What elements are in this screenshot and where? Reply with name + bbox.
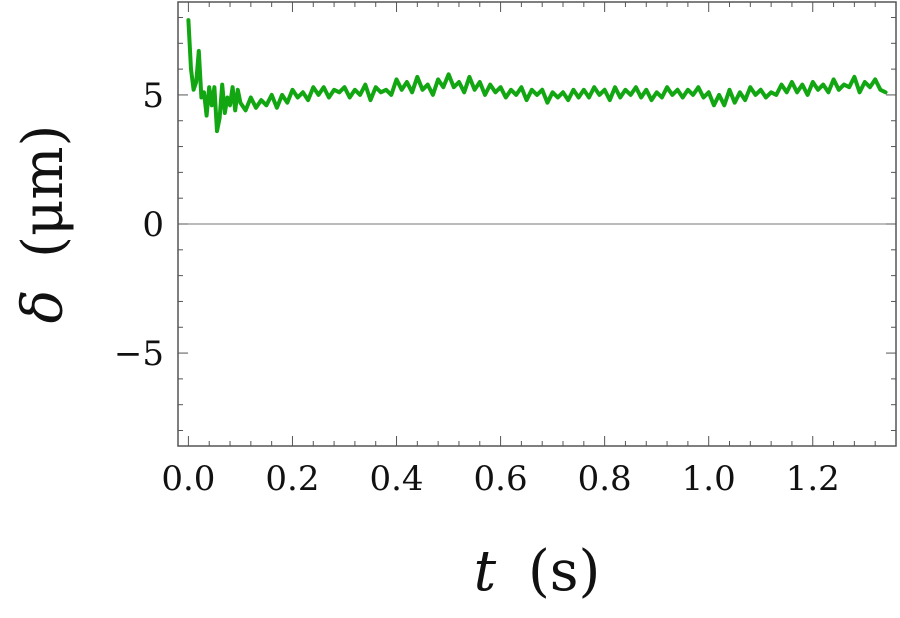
axis-tick-labels: 0.0 0.2 0.4 0.6 0.8 1.0 1.2 −5 0 5 bbox=[114, 76, 840, 499]
series-line bbox=[186, 18, 888, 134]
x-axis-label: t (s) bbox=[474, 539, 601, 604]
x-axis-symbol: t bbox=[474, 539, 497, 604]
x-tick-label: 1.0 bbox=[682, 459, 736, 499]
y-axis-label: δ (μm) bbox=[11, 125, 76, 324]
axis-ticks bbox=[178, 2, 897, 446]
y-axis-symbol: δ bbox=[11, 290, 76, 324]
x-tick-label: 1.2 bbox=[786, 459, 840, 499]
y-axis-unit: (μm) bbox=[11, 125, 76, 258]
y-tick-label: 5 bbox=[142, 76, 164, 116]
y-tick-label: −5 bbox=[114, 334, 164, 374]
x-tick-label: 0.2 bbox=[265, 459, 319, 499]
x-tick-label: 0.4 bbox=[369, 459, 423, 499]
x-tick-label: 0.8 bbox=[578, 459, 632, 499]
y-tick-label: 0 bbox=[142, 205, 164, 245]
x-tick-label: 0.6 bbox=[474, 459, 528, 499]
x-axis-unit: (s) bbox=[528, 539, 600, 604]
x-tick-label: 0.0 bbox=[161, 459, 215, 499]
